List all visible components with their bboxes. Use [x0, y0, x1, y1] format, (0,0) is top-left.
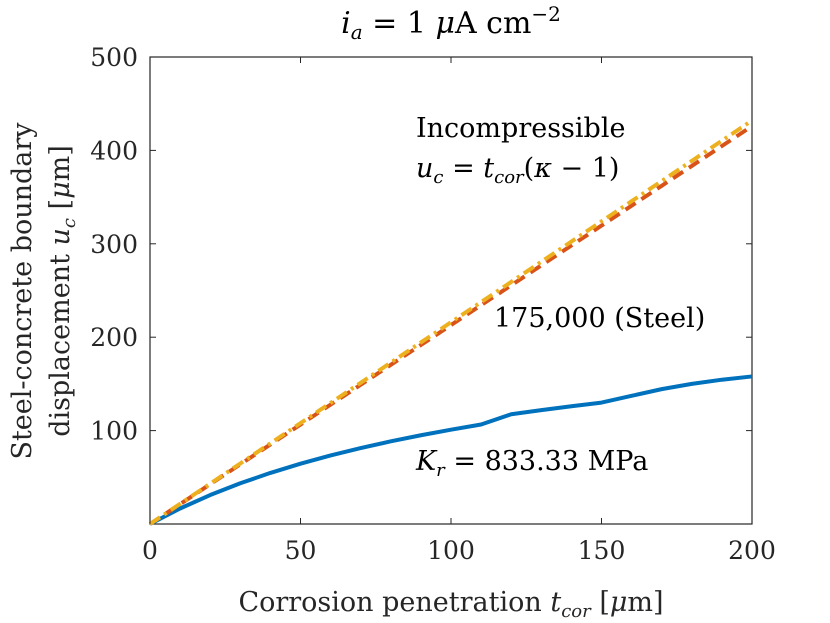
y-tick-label: 200: [90, 323, 138, 352]
x-tick-label: 100: [427, 536, 475, 565]
y-axis-label-line2: displacement uc [μm]: [45, 145, 80, 437]
series-line-2: [149, 374, 753, 526]
series-line-0: [148, 118, 754, 526]
annotation-incompressible: Incompressible: [416, 113, 625, 144]
annotation-steel: 175,000 (Steel): [494, 303, 705, 334]
y-tick-label: 400: [90, 136, 138, 165]
y-axis-label-line1: Steel-concrete boundary: [7, 122, 38, 460]
series-line-1: [148, 124, 754, 526]
annotation-incompressible-formula: uc = tcor(κ − 1): [416, 153, 619, 188]
x-tick-label: 0: [142, 536, 158, 565]
plot-area: [149, 56, 753, 525]
series-layer: [148, 118, 754, 526]
x-tick-label: 150: [578, 536, 626, 565]
y-tick-label: 500: [90, 43, 138, 72]
x-tick-label: 50: [285, 536, 317, 565]
chart-title: ia = 1 μA cm−2: [341, 2, 561, 44]
y-tick-label: 300: [90, 230, 138, 259]
x-axis-label: Corrosion penetration tcor [μm]: [238, 587, 663, 622]
x-tick-label: 200: [728, 536, 776, 565]
annotation-kr: Kr = 833.33 MPa: [415, 446, 648, 481]
y-tick-label: 100: [90, 417, 138, 446]
tick-layer: 0 50 100 150 200 100 200 300 400 500: [90, 43, 776, 565]
